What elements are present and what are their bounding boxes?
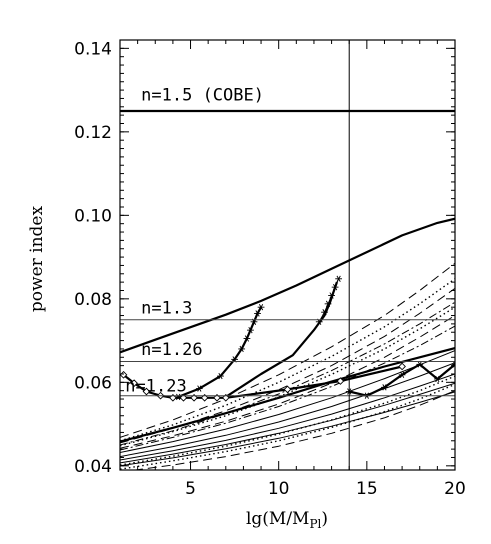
y-tick-label: 0.10 (74, 206, 112, 226)
series-line-17 (120, 391, 455, 467)
star-marker (331, 283, 339, 291)
star-marker (433, 375, 441, 383)
star-marker (324, 300, 332, 308)
diamond-marker (130, 379, 138, 388)
star-marker (328, 292, 335, 299)
diamond-marker (142, 387, 151, 396)
series-line-19 (225, 281, 338, 398)
diamond-marker (398, 362, 406, 371)
x-axis-label-sub: Pl (309, 517, 321, 531)
series-line-11 (120, 301, 455, 446)
series-line-15 (120, 373, 455, 461)
x-tick-label: 20 (444, 479, 466, 499)
y-tick-label: 0.04 (74, 457, 112, 477)
y-axis-label: power index (27, 206, 47, 313)
axis-ticks: 5 10 15 20 0.04 0.06 0.08 0.10 0.12 0.14 (74, 39, 466, 499)
plot-frame (119, 39, 456, 471)
star-marker (254, 310, 261, 317)
reference-lines (120, 109, 455, 397)
series-line-1 (120, 217, 455, 354)
series-line-5 (120, 315, 455, 449)
series-line-7 (120, 278, 455, 442)
star-marker (381, 384, 388, 391)
star-marker (321, 309, 328, 316)
diamond-marker (283, 385, 292, 394)
diamond-marker (336, 377, 345, 385)
x-axis-label-main: lg(M/M (246, 509, 310, 529)
x-tick-label: 15 (356, 479, 378, 499)
series-line-4 (120, 287, 455, 444)
x-axis-label: lg(M/MPl) (246, 509, 328, 531)
reference-labels: n=1.5 (COBE) n=1.3 n=1.26 n=1.23 (125, 86, 264, 397)
reference-label-1: n=1.5 (COBE) (141, 86, 264, 106)
series-line-14 (120, 362, 455, 458)
series-line-18 (177, 306, 263, 398)
reference-label-3: n=1.26 (141, 340, 202, 360)
star-marker (335, 275, 343, 282)
star-marker (195, 385, 203, 392)
star-marker (174, 393, 182, 401)
reference-label-2: n=1.3 (141, 298, 192, 318)
star-marker (416, 361, 424, 368)
y-tick-label: 0.08 (74, 290, 112, 310)
y-tick-label: 0.14 (74, 39, 112, 59)
star-marker (247, 326, 254, 334)
star-marker (398, 371, 406, 378)
star-marker (217, 372, 224, 380)
series-line-12 (120, 325, 455, 451)
star-marker (238, 345, 246, 353)
star-marker (243, 335, 251, 342)
series-line-9 (120, 383, 455, 470)
series-line-3 (120, 262, 455, 438)
reference-label-4: n=1.23 (125, 377, 186, 397)
series-line-6 (131, 390, 455, 470)
star-marker (451, 361, 455, 368)
x-tick-label: 10 (268, 479, 290, 499)
x-axis-label-close: ) (321, 509, 328, 529)
series-line-16 (120, 382, 455, 464)
y-tick-label: 0.12 (74, 123, 112, 143)
star-marker (257, 304, 265, 311)
y-tick-label: 0.06 (74, 373, 112, 393)
x-tick-label: 5 (185, 479, 196, 499)
